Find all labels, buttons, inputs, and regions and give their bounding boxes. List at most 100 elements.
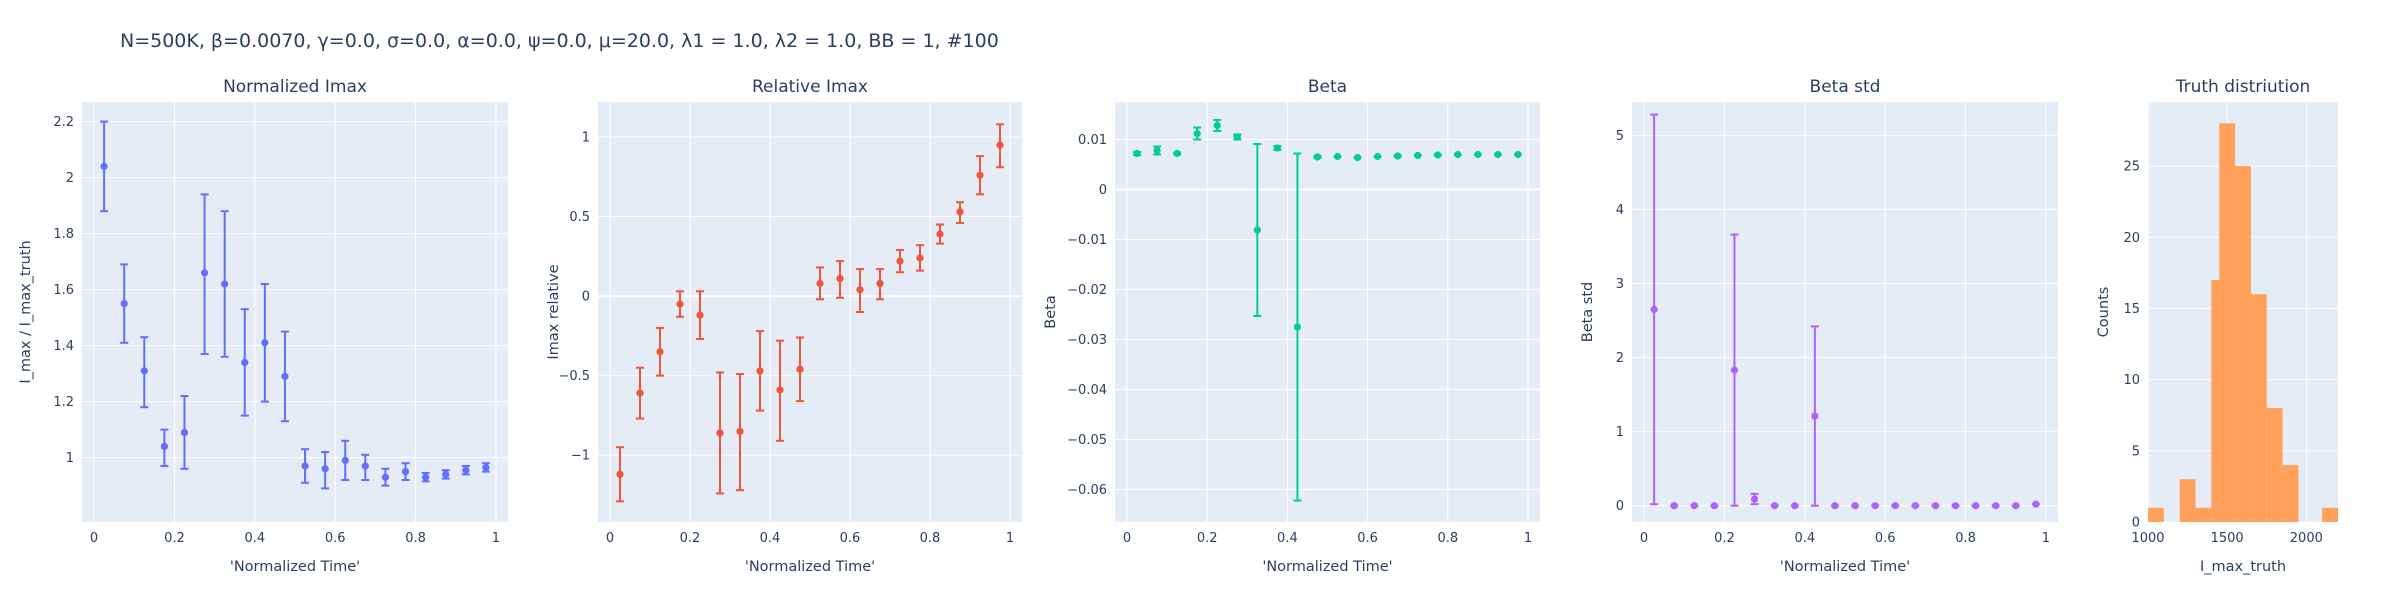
data-point — [1414, 151, 1422, 160]
data-point — [1670, 502, 1678, 510]
x-tick-label: 0.4 — [760, 531, 781, 546]
data-point — [1454, 150, 1462, 159]
data-point — [1213, 121, 1221, 130]
data-point — [1750, 495, 1759, 503]
y-tick-label: 1 — [1616, 425, 1624, 440]
data-point — [1193, 129, 1201, 138]
y-tick-label: 0.5 — [569, 210, 590, 225]
y-tick-label: −0.04 — [1067, 383, 1107, 398]
data-point — [261, 339, 269, 347]
y-tick-label: −0.01 — [1067, 233, 1107, 248]
x-tick-label: 0 — [1123, 531, 1131, 546]
data-point — [1972, 502, 1980, 510]
subplot-title: Normalized Imax — [223, 77, 367, 97]
histogram-bar — [2195, 507, 2212, 522]
data-point — [636, 389, 644, 397]
data-point — [160, 442, 168, 450]
data-point — [482, 463, 490, 471]
subplot-beta_std: 0 0.2 0.4 0.6 0.8 1 0 1 2 3 4 5 Beta std 'Normalized … — [1580, 77, 2058, 575]
data-point — [716, 429, 724, 437]
y-tick-label: 25 — [2123, 160, 2140, 175]
x-axis-label: 'Normalized Time' — [1780, 559, 1910, 575]
y-tick-label: 0 — [2132, 516, 2140, 531]
data-point — [1650, 305, 1658, 314]
subplot-title: Beta std — [1810, 77, 1881, 97]
data-point — [796, 365, 804, 373]
y-tick-label: 2.2 — [53, 115, 74, 130]
subplot-truth: 1000 1500 2000 0 5 10 15 20 25 Truth distriution I… — [2096, 77, 2338, 575]
x-tick-label: 0.6 — [325, 531, 346, 546]
data-point — [1730, 366, 1739, 374]
data-point — [321, 465, 329, 473]
data-point — [361, 462, 369, 470]
data-point — [816, 279, 824, 287]
data-point — [1434, 151, 1442, 159]
histogram-bar — [2250, 294, 2267, 522]
histogram-bar — [2235, 166, 2251, 522]
data-point — [1710, 502, 1718, 510]
data-point — [896, 257, 904, 265]
x-axis-label: 'Normalized Time' — [745, 559, 875, 575]
data-point — [1911, 502, 1919, 510]
x-tick-label: 0.8 — [1437, 531, 1458, 546]
data-point — [776, 386, 784, 394]
data-point — [1353, 153, 1362, 162]
x-tick-label: 0.2 — [680, 531, 701, 546]
x-tick-label: 0.2 — [1714, 531, 1735, 546]
data-point — [1771, 502, 1779, 510]
histogram-bar — [2282, 465, 2299, 522]
y-tick-label: 15 — [2123, 302, 2140, 317]
data-point — [1133, 149, 1141, 158]
x-tick-label: 1000 — [2131, 531, 2164, 546]
y-axis-label: Beta std — [1580, 282, 1596, 343]
data-point — [736, 427, 744, 435]
plot-area — [82, 102, 508, 522]
x-tick-label: 2000 — [2290, 531, 2323, 546]
x-tick-label: 0 — [606, 531, 614, 546]
plot-area — [1115, 102, 1540, 522]
data-point — [221, 280, 229, 288]
subplot-beta: 0 0.2 0.4 0.6 0.8 1 0.01 0 −0.01 −0.02 −0.03 −0.04 −… — [1043, 77, 1540, 575]
subplot-relative: 0 0.2 0.4 0.6 0.8 1 −1 −0.5 0 0.5 1 Relative Imax 'N… — [546, 77, 1022, 575]
histogram-bar — [2322, 507, 2338, 522]
y-tick-label: 1.2 — [53, 395, 74, 410]
data-point — [996, 141, 1004, 149]
y-axis-label: Beta — [1043, 295, 1059, 328]
x-tick-label: 1 — [1524, 531, 1532, 546]
histogram-bar — [2266, 408, 2283, 522]
y-axis-label: Counts — [2096, 287, 2112, 338]
data-point — [281, 372, 289, 380]
data-point — [656, 348, 664, 356]
data-point — [1253, 226, 1261, 234]
y-tick-label: 0.01 — [1078, 133, 1107, 148]
data-point — [1851, 502, 1859, 510]
data-point — [1931, 502, 1940, 510]
x-tick-label: 0 — [90, 531, 98, 546]
data-point — [1233, 133, 1241, 141]
data-point — [241, 358, 249, 366]
x-tick-label: 1500 — [2211, 531, 2244, 546]
data-point — [696, 311, 704, 319]
y-tick-label: 1 — [66, 451, 74, 466]
figure-title: N=500K, β=0.0070, γ=0.0, σ=0.0, α=0.0, ψ… — [120, 30, 999, 52]
data-point — [1333, 152, 1342, 161]
data-point — [1791, 502, 1799, 510]
x-tick-label: 0.6 — [1875, 531, 1896, 546]
y-tick-label: −0.06 — [1067, 483, 1107, 498]
x-tick-label: 0.8 — [1955, 531, 1976, 546]
data-point — [1313, 153, 1322, 161]
data-point — [1394, 152, 1402, 160]
y-tick-label: 20 — [2123, 231, 2140, 246]
data-point — [1173, 149, 1181, 158]
plot-area — [1632, 102, 2058, 522]
data-point — [1153, 146, 1161, 155]
x-axis-label: 'Normalized Time' — [230, 559, 360, 575]
subplot-normalized: 0 0.2 0.4 0.6 0.8 1 1 1.2 1.4 1.6 1.8 2 2.2 Normalize… — [18, 77, 508, 575]
x-tick-label: 0.4 — [1794, 531, 1815, 546]
x-tick-label: 0.6 — [1357, 531, 1378, 546]
subplot-title: Truth distriution — [2175, 77, 2311, 97]
x-tick-label: 0.8 — [405, 531, 426, 546]
y-tick-label: 2 — [1616, 351, 1624, 366]
data-point — [442, 470, 450, 478]
x-tick-label: 0.2 — [1197, 531, 1218, 546]
